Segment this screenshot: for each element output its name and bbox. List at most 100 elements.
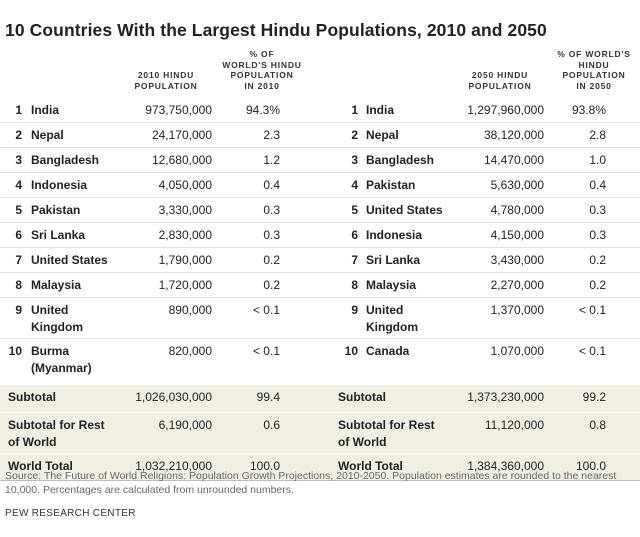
country-2050: Sri Lanka	[366, 253, 421, 267]
country-2010-line: (Myanmar)	[31, 361, 92, 375]
share-2050: 0.4	[589, 178, 606, 192]
country-2050: United Kingdom	[366, 302, 456, 336]
rank-2050: 3	[351, 153, 358, 167]
country-2050: Canada	[366, 344, 410, 358]
country-2050: Indonesia	[366, 228, 423, 242]
share-2050: < 0.1	[578, 303, 606, 317]
population-2050: 38,120,000	[483, 128, 544, 142]
header-line: HINDU	[578, 59, 610, 70]
rank-2010: 3	[15, 153, 22, 167]
share-2050: < 0.1	[578, 344, 606, 358]
country-2010: India	[31, 103, 60, 117]
share-2010: 2.3	[263, 128, 280, 142]
country-2050: Nepal	[366, 128, 399, 142]
subtotal-population-2010: 1,026,030,000	[135, 390, 212, 404]
table-row: 3 Bangladesh 12,680,000 1.2 3 Bangladesh…	[0, 148, 640, 173]
population-2010: 820,000	[168, 344, 212, 358]
rank-2010: 1	[15, 103, 22, 117]
rank-2010: 8	[15, 278, 22, 292]
population-2010: 3,330,000	[158, 203, 212, 217]
rank-2010: 6	[15, 228, 22, 242]
table-row: 7 United States 1,790,000 0.2 7 Sri Lank…	[0, 248, 640, 273]
rest-label-line: of World	[8, 435, 57, 449]
header-line: POPULATION	[134, 80, 198, 91]
header-pct-2010: % OF WORLD'S HINDU POPULATION IN 2010	[214, 49, 310, 91]
rest-of-world-row: Subtotal for Rest of World 6,190,000 0.6…	[0, 413, 640, 454]
rest-label-2050: Subtotal for Rest of World	[338, 417, 458, 451]
rest-share-2010: 0.6	[263, 418, 280, 432]
rest-label-line: of World	[338, 435, 387, 449]
population-2050: 4,780,000	[490, 203, 544, 217]
share-2010: 0.3	[263, 228, 280, 242]
country-2010: Bangladesh	[31, 153, 100, 167]
share-2050: 93.8%	[571, 103, 606, 117]
population-2050: 1,070,000	[490, 344, 544, 358]
country-2050: United States	[366, 203, 443, 217]
share-2050: 2.8	[589, 128, 606, 142]
share-2010: < 0.1	[252, 344, 280, 358]
share-2050: 0.2	[589, 253, 606, 267]
page-title: 10 Countries With the Largest Hindu Popu…	[5, 20, 547, 40]
population-2050: 4,150,000	[490, 228, 544, 242]
rank-2050: 6	[351, 228, 358, 242]
rank-2050: 7	[351, 253, 358, 267]
population-2010: 1,720,000	[158, 278, 212, 292]
subtotal-label-2010: Subtotal	[8, 390, 56, 404]
header-line: POPULATION	[230, 70, 294, 80]
share-2010: 1.2	[263, 153, 280, 167]
rank-2050: 9	[351, 303, 358, 317]
country-2050: India	[366, 103, 395, 117]
population-2050: 2,270,000	[490, 278, 544, 292]
table-row: 9 United Kingdom 890,000 < 0.1 9 United …	[0, 298, 640, 339]
country-2010-line: Burma	[31, 344, 70, 358]
header-pct-2050: % OF WORLD'S HINDU POPULATION IN 2050	[550, 49, 638, 91]
world-total-label-2050: World Total	[338, 459, 403, 473]
population-2010: 2,830,000	[158, 228, 212, 242]
share-2010: 0.3	[263, 203, 280, 217]
country-2010: Burma (Myanmar)	[31, 343, 121, 377]
rest-label-line: Subtotal for Rest	[338, 418, 435, 432]
table-row: 8 Malaysia 1,720,000 0.2 8 Malaysia 2,27…	[0, 273, 640, 298]
population-2050: 14,470,000	[483, 153, 544, 167]
header-line: WORLD'S HINDU	[222, 59, 302, 70]
subtotal-row: Subtotal 1,026,030,000 99.4 Subtotal 1,3…	[0, 385, 640, 413]
country-2010: Indonesia	[31, 178, 88, 192]
rank-2010: 4	[15, 178, 22, 192]
header-line: IN 2010	[244, 80, 280, 91]
share-2050: 0.2	[589, 278, 606, 292]
source-note: Source: The Future of World Religions: P…	[5, 470, 617, 496]
rank-2050: 10	[344, 344, 358, 358]
table-row: 1 India 973,750,000 94.3% 1 India 1,297,…	[0, 98, 640, 123]
rank-2010: 10	[8, 344, 22, 358]
population-2010: 4,050,000	[158, 178, 212, 192]
rank-2010: 2	[15, 128, 22, 142]
rank-2050: 8	[351, 278, 358, 292]
rank-2050: 4	[351, 178, 358, 192]
population-2050: 1,297,960,000	[467, 103, 544, 117]
table-row: 5 Pakistan 3,330,000 0.3 5 United States…	[0, 198, 640, 223]
country-2010: Pakistan	[31, 203, 81, 217]
header-line: POPULATION	[468, 80, 532, 91]
country-2010-line: Kingdom	[31, 320, 83, 334]
subtotal-label-2050: Subtotal	[338, 390, 386, 404]
share-2010: 94.3%	[245, 103, 280, 117]
rank-2010: 5	[15, 203, 22, 217]
share-2010: < 0.1	[252, 303, 280, 317]
country-2010: United States	[31, 253, 108, 267]
rest-label-line: Subtotal for Rest	[8, 418, 105, 432]
table-row: 6 Sri Lanka 2,830,000 0.3 6 Indonesia 4,…	[0, 223, 640, 248]
table-row: 4 Indonesia 4,050,000 0.4 4 Pakistan 5,6…	[0, 173, 640, 198]
world-total-population-2050: 1,384,360,000	[467, 459, 544, 473]
subtotal-share-2010: 99.4	[256, 390, 280, 404]
population-2050: 1,370,000	[490, 303, 544, 317]
population-2010: 1,790,000	[158, 253, 212, 267]
share-2010: 0.2	[263, 278, 280, 292]
country-2010-line: United	[31, 303, 69, 317]
publisher-credit: PEW RESEARCH CENTER	[5, 508, 136, 519]
rest-population-2050: 11,120,000	[484, 418, 544, 432]
header-pop-2050: 2050 HINDU POPULATION	[458, 70, 542, 91]
share-2050: 0.3	[589, 203, 606, 217]
country-2050-line: Kingdom	[366, 320, 418, 334]
country-2050: Malaysia	[366, 278, 417, 292]
world-total-share-2050: 100.0	[575, 459, 606, 473]
